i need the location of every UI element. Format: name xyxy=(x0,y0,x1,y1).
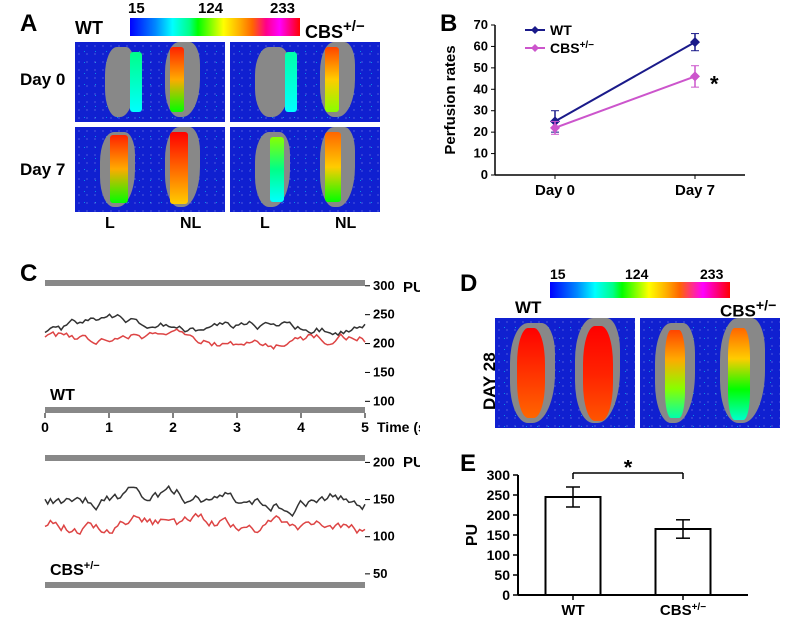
svg-text:50: 50 xyxy=(474,60,488,75)
svg-text:0: 0 xyxy=(502,587,510,603)
svg-text:300: 300 xyxy=(373,278,395,293)
scale-mid-d: 124 xyxy=(625,266,648,282)
svg-text:100: 100 xyxy=(487,547,511,563)
svg-text:20: 20 xyxy=(474,124,488,139)
panel-a-label: A xyxy=(20,10,37,38)
img-cbs-day0 xyxy=(230,42,380,122)
svg-text:*: * xyxy=(710,71,719,96)
img-wt-day0 xyxy=(75,42,225,122)
scale-max-d: 233 xyxy=(700,266,723,282)
panel-a-cbs: CBS+/− xyxy=(305,18,365,43)
svg-text:Day 7: Day 7 xyxy=(675,182,715,199)
panel-a: A WT CBS+/− 15 124 233 Day 0 Day 7 L NL … xyxy=(20,10,390,250)
svg-text:150: 150 xyxy=(487,527,511,543)
chart-b: 0 10 20 30 40 50 60 70 Day 0 Day 7 Perfusion rates… xyxy=(440,10,770,205)
svg-text:WT: WT xyxy=(50,387,75,404)
svg-text:1: 1 xyxy=(105,419,113,435)
a-nl2: NL xyxy=(335,215,356,233)
colorbar-d xyxy=(550,282,730,298)
svg-text:40: 40 xyxy=(474,81,488,96)
svg-text:CBS+/−: CBS+/− xyxy=(550,40,594,57)
panel-a-day7: Day 7 xyxy=(20,160,65,180)
svg-text:100: 100 xyxy=(373,529,395,544)
panel-d-label: D xyxy=(460,270,477,298)
svg-text:60: 60 xyxy=(474,38,488,53)
svg-text:150: 150 xyxy=(373,492,395,507)
svg-text:PU: PU xyxy=(464,524,481,546)
svg-text:200: 200 xyxy=(373,454,395,469)
a-l1: L xyxy=(105,215,115,233)
svg-text:CBS+/−: CBS+/− xyxy=(50,560,100,579)
img-cbs-day28 xyxy=(640,318,780,428)
a-l2: L xyxy=(260,215,270,233)
svg-text:Day 0: Day 0 xyxy=(535,182,575,199)
svg-text:PU: PU xyxy=(403,454,420,471)
panel-b: B 0 10 20 30 40 50 60 70 Day 0 Day 7 Perfusion rat… xyxy=(440,10,780,210)
panel-d: D WT CBS+/− 15 124 233 DAY 28 xyxy=(460,280,790,450)
svg-text:WT: WT xyxy=(561,602,584,619)
panel-c-label: C xyxy=(20,260,37,288)
a-nl1: NL xyxy=(180,215,201,233)
chart-c: 100 150 200 250 300 PU WT0 1 2 3 4 5 Time (s) 50 100 15… xyxy=(20,270,420,610)
scale-mid-a: 124 xyxy=(198,0,223,17)
svg-text:150: 150 xyxy=(373,364,395,379)
panel-d-wt: WT xyxy=(515,298,541,318)
svg-text:Perfusion rates: Perfusion rates xyxy=(442,45,459,154)
panel-c: C 100150200250300PUWT012345Time (s)50100… xyxy=(20,260,420,610)
svg-text:30: 30 xyxy=(474,103,488,118)
svg-text:CBS+/−: CBS+/− xyxy=(660,602,706,620)
img-cbs-day7 xyxy=(230,127,380,212)
panel-e-label: E xyxy=(460,450,476,478)
chart-e: 0 50 100 150 200 250 300 PU WT CBS+/− * xyxy=(460,460,790,630)
svg-text:Time (s): Time (s) xyxy=(377,419,420,435)
svg-text:0: 0 xyxy=(481,167,488,182)
svg-text:300: 300 xyxy=(487,467,511,483)
svg-text:70: 70 xyxy=(474,17,488,32)
svg-text:3: 3 xyxy=(233,419,241,435)
panel-e: E 050100150200250300PUWTCBS+/−* xyxy=(460,460,790,630)
img-wt-day28 xyxy=(495,318,635,428)
svg-text:50: 50 xyxy=(494,567,510,583)
svg-text:100: 100 xyxy=(373,393,395,408)
img-wt-day7 xyxy=(75,127,225,212)
svg-text:*: * xyxy=(624,460,633,480)
scale-min-a: 15 xyxy=(128,0,145,17)
colorbar-a xyxy=(130,18,300,36)
panel-b-label: B xyxy=(440,10,457,38)
svg-text:50: 50 xyxy=(373,566,387,581)
svg-text:5: 5 xyxy=(361,419,369,435)
svg-text:PU: PU xyxy=(403,279,420,296)
svg-text:WT: WT xyxy=(550,22,572,38)
svg-text:10: 10 xyxy=(474,146,488,161)
svg-text:250: 250 xyxy=(373,307,395,322)
panel-a-day0: Day 0 xyxy=(20,70,65,90)
svg-text:0: 0 xyxy=(41,419,49,435)
scale-min-d: 15 xyxy=(550,266,566,282)
panel-a-wt: WT xyxy=(75,18,103,39)
scale-max-a: 233 xyxy=(270,0,295,17)
svg-text:200: 200 xyxy=(373,336,395,351)
svg-text:250: 250 xyxy=(487,487,511,503)
svg-text:200: 200 xyxy=(487,507,511,523)
svg-text:4: 4 xyxy=(297,419,305,435)
svg-text:2: 2 xyxy=(169,419,177,435)
